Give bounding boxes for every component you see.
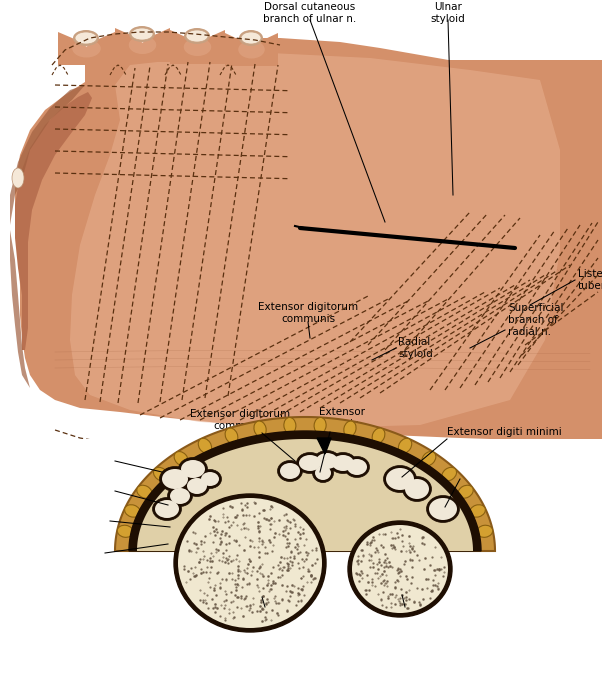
Polygon shape [15, 38, 602, 440]
Polygon shape [170, 30, 225, 64]
Ellipse shape [470, 504, 485, 517]
Ellipse shape [75, 32, 97, 44]
Ellipse shape [312, 464, 334, 483]
Ellipse shape [254, 421, 266, 437]
Text: Ulnar
styloid: Ulnar styloid [430, 2, 465, 24]
Ellipse shape [426, 496, 459, 523]
Text: Extensor carpi radialis
brevis and longus: Extensor carpi radialis brevis and longu… [0, 480, 112, 502]
Ellipse shape [129, 36, 157, 54]
Ellipse shape [405, 479, 429, 499]
Ellipse shape [131, 28, 153, 40]
Ellipse shape [278, 460, 302, 481]
Ellipse shape [187, 478, 207, 494]
Ellipse shape [347, 459, 367, 475]
Ellipse shape [329, 452, 356, 473]
Text: Extensor
indicis: Extensor indicis [319, 407, 365, 429]
Ellipse shape [199, 469, 222, 488]
Ellipse shape [160, 466, 190, 492]
Ellipse shape [178, 498, 322, 628]
Ellipse shape [184, 475, 209, 496]
Text: Extensor carpi
ulnaris: Extensor carpi ulnaris [462, 469, 538, 490]
Text: Radial
styloid: Radial styloid [398, 337, 433, 359]
Text: Superficial
branch of
radial n.: Superficial branch of radial n. [508, 304, 563, 337]
Ellipse shape [12, 168, 24, 188]
Ellipse shape [315, 466, 331, 480]
Text: Extensor digitorum
communis: Extensor digitorum communis [190, 409, 290, 431]
Ellipse shape [155, 500, 179, 518]
Ellipse shape [170, 488, 190, 504]
Text: Radius: Radius [247, 609, 282, 619]
Ellipse shape [73, 30, 99, 46]
Ellipse shape [117, 526, 133, 537]
Polygon shape [225, 33, 278, 66]
Polygon shape [115, 28, 170, 62]
Ellipse shape [225, 428, 238, 443]
Ellipse shape [442, 467, 456, 481]
Ellipse shape [154, 467, 168, 481]
Bar [0, 439, 602, 679]
Text: Ulna: Ulna [393, 609, 417, 619]
Text: Extensor pollicis
brevis: Extensor pollicis brevis [22, 510, 108, 532]
Text: Dorsal cutaneous
branch of ulnar n.: Dorsal cutaneous branch of ulnar n. [264, 2, 356, 24]
Text: Extensor pollicis
longus: Extensor pollicis longus [26, 448, 112, 470]
Ellipse shape [129, 26, 155, 42]
Ellipse shape [422, 452, 436, 466]
Ellipse shape [181, 460, 205, 478]
Ellipse shape [386, 468, 414, 490]
Ellipse shape [125, 504, 140, 517]
Ellipse shape [184, 38, 211, 56]
Ellipse shape [179, 458, 208, 481]
Polygon shape [317, 438, 331, 454]
Ellipse shape [186, 30, 208, 42]
Ellipse shape [280, 463, 300, 479]
Ellipse shape [314, 418, 326, 433]
Ellipse shape [403, 477, 432, 502]
Ellipse shape [314, 450, 341, 471]
Ellipse shape [137, 485, 152, 498]
Ellipse shape [241, 32, 261, 44]
Ellipse shape [352, 525, 448, 613]
Polygon shape [115, 417, 495, 551]
Polygon shape [330, 75, 598, 200]
Ellipse shape [297, 452, 323, 473]
Ellipse shape [458, 485, 473, 498]
Ellipse shape [238, 41, 265, 58]
Ellipse shape [299, 455, 321, 471]
Polygon shape [15, 92, 92, 350]
Ellipse shape [372, 428, 385, 443]
Polygon shape [58, 32, 115, 65]
Ellipse shape [174, 452, 188, 466]
Ellipse shape [152, 498, 181, 521]
Polygon shape [320, 60, 602, 395]
Ellipse shape [332, 455, 354, 471]
Ellipse shape [162, 469, 188, 489]
Ellipse shape [348, 521, 452, 617]
Text: Lister
tubercle: Lister tubercle [578, 269, 602, 291]
Ellipse shape [184, 28, 210, 44]
Ellipse shape [383, 466, 417, 492]
Polygon shape [70, 52, 560, 428]
Ellipse shape [477, 526, 492, 537]
Polygon shape [129, 431, 481, 551]
Ellipse shape [429, 498, 457, 520]
Ellipse shape [284, 418, 296, 433]
Polygon shape [10, 85, 85, 388]
Text: Extensor digitorum
communis: Extensor digitorum communis [258, 302, 358, 324]
Ellipse shape [72, 39, 101, 58]
Ellipse shape [399, 439, 412, 453]
Ellipse shape [344, 421, 356, 437]
Ellipse shape [201, 472, 219, 486]
Ellipse shape [344, 456, 370, 477]
Ellipse shape [316, 453, 338, 469]
Text: Extensor digiti minimi: Extensor digiti minimi [447, 427, 562, 437]
Ellipse shape [198, 439, 212, 453]
Ellipse shape [239, 30, 263, 46]
Polygon shape [137, 439, 473, 551]
Ellipse shape [174, 494, 326, 632]
Text: Abductor pollicis
longus: Abductor pollicis longus [16, 543, 103, 564]
Ellipse shape [167, 485, 193, 507]
